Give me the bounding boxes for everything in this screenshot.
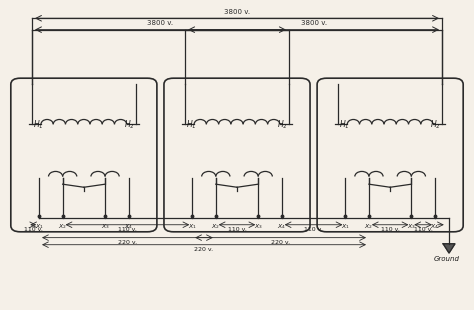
Text: $H_2$: $H_2$ [277,118,288,131]
Text: 110 v.: 110 v. [118,227,137,232]
Text: $X_4$: $X_4$ [430,223,439,232]
Text: 110 v.: 110 v. [414,227,433,232]
Text: 220 v.: 220 v. [118,240,137,245]
Polygon shape [443,244,455,253]
Text: $X_2$: $X_2$ [211,223,220,232]
Text: $H_1$: $H_1$ [33,118,44,131]
Text: $X_2$: $X_2$ [58,223,67,232]
Text: $X_1$: $X_1$ [341,223,350,232]
Text: $H_2$: $H_2$ [430,118,441,131]
Text: 110 v.: 110 v. [24,227,43,232]
Text: $X_1$: $X_1$ [188,223,197,232]
Text: 3800 v.: 3800 v. [224,9,250,15]
Text: 110 v.: 110 v. [228,227,246,232]
Text: 3800 v.: 3800 v. [147,20,173,26]
Text: $X_1$: $X_1$ [35,223,44,232]
Text: 3800 v.: 3800 v. [301,20,327,26]
Text: 110 v.: 110 v. [304,227,323,232]
Text: $H_1$: $H_1$ [339,118,350,131]
Text: 220 v.: 220 v. [271,240,290,245]
Text: 220 v.: 220 v. [194,247,214,252]
Text: Ground: Ground [434,256,460,262]
Text: $X_3$: $X_3$ [254,223,263,232]
Text: $X_4$: $X_4$ [277,223,286,232]
Text: $H_2$: $H_2$ [124,118,135,131]
Text: 110 v.: 110 v. [381,227,400,232]
Text: $H_1$: $H_1$ [186,118,197,131]
Text: $X_4$: $X_4$ [124,223,133,232]
Text: $X_2$: $X_2$ [365,223,374,232]
Text: $X_3$: $X_3$ [407,223,416,232]
Text: $X_3$: $X_3$ [100,223,109,232]
